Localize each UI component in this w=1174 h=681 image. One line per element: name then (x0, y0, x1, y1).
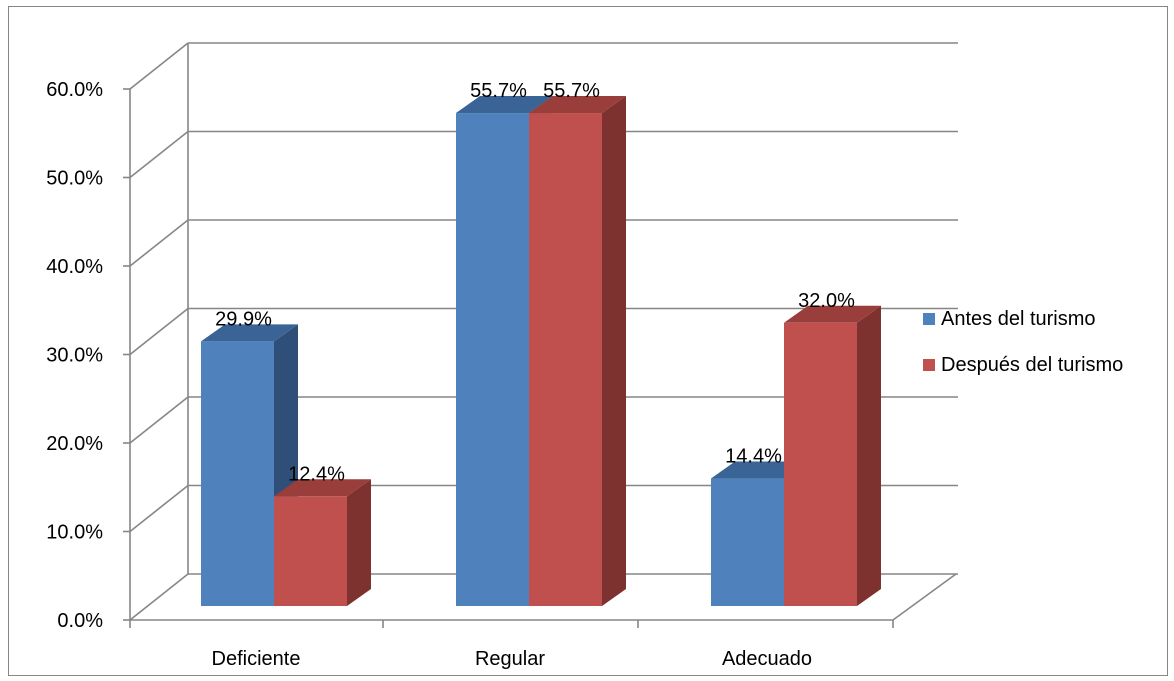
x-category-label: Deficiente (212, 648, 301, 670)
legend-item: Después del turismo (923, 354, 1123, 376)
y-tick-label: 60.0% (46, 79, 103, 101)
bar-front-face (201, 341, 274, 606)
legend-swatch (923, 359, 935, 371)
bar-front-face (456, 113, 529, 607)
bar-front-face (274, 496, 347, 606)
legend-label: Después del turismo (941, 354, 1123, 376)
data-label: 12.4% (288, 463, 345, 485)
side-wall-gridline (129, 219, 189, 267)
bar-top-face (201, 324, 298, 342)
y-tick-label: 10.0% (46, 522, 103, 544)
side-wall-gridline (129, 573, 189, 621)
bars (201, 96, 881, 607)
side-wall-gridline (129, 307, 189, 356)
bar-front-face (711, 478, 784, 606)
side-wall-gridline (129, 130, 189, 179)
bar-top-face (456, 96, 553, 114)
y-tick-label: 20.0% (46, 433, 103, 455)
y-axis-ticks: 0.0% 10.0% 20.0% 30.0% 40.0% 50.0% 60.0% (46, 79, 130, 632)
bar-despues (529, 96, 626, 607)
y-tick-label: 0.0% (57, 610, 103, 632)
legend-item: Antes del turismo (923, 308, 1096, 330)
bar-front-face (529, 113, 602, 607)
data-label: 14.4% (725, 446, 782, 468)
bar-top-face (274, 479, 371, 497)
legend-swatch (923, 313, 935, 325)
data-label: 29.9% (215, 308, 272, 330)
bar-top-face (784, 305, 881, 323)
bar-top-face (529, 96, 626, 114)
side-wall-gridline (129, 396, 189, 444)
bar-despues (784, 305, 881, 606)
legend: Antes del turismo Después del turismo (923, 308, 1123, 376)
data-labels: 29.9% 12.4% 55.7% 55.7% 14.4% 32.0% (215, 80, 855, 485)
x-category-label: Adecuado (722, 648, 812, 670)
bar-front-face (784, 322, 857, 606)
data-label: 32.0% (798, 290, 855, 312)
data-label: 55.7% (543, 80, 600, 102)
y-tick-label: 40.0% (46, 256, 103, 278)
bar-side-face (602, 96, 626, 607)
x-axis-labels: Deficiente Regular Adecuado (212, 648, 813, 670)
y-tick-label: 30.0% (46, 345, 103, 367)
side-wall-gridline (129, 484, 189, 533)
legend-label: Antes del turismo (941, 308, 1096, 330)
bar-side-face (857, 305, 881, 606)
x-category-label: Regular (475, 648, 545, 670)
y-tick-label: 50.0% (46, 168, 103, 190)
bar-side-face (347, 479, 371, 606)
side-wall-gridline (129, 42, 189, 90)
bar-despues (274, 479, 371, 606)
bar-top-face (711, 461, 808, 479)
data-label: 55.7% (470, 80, 527, 102)
